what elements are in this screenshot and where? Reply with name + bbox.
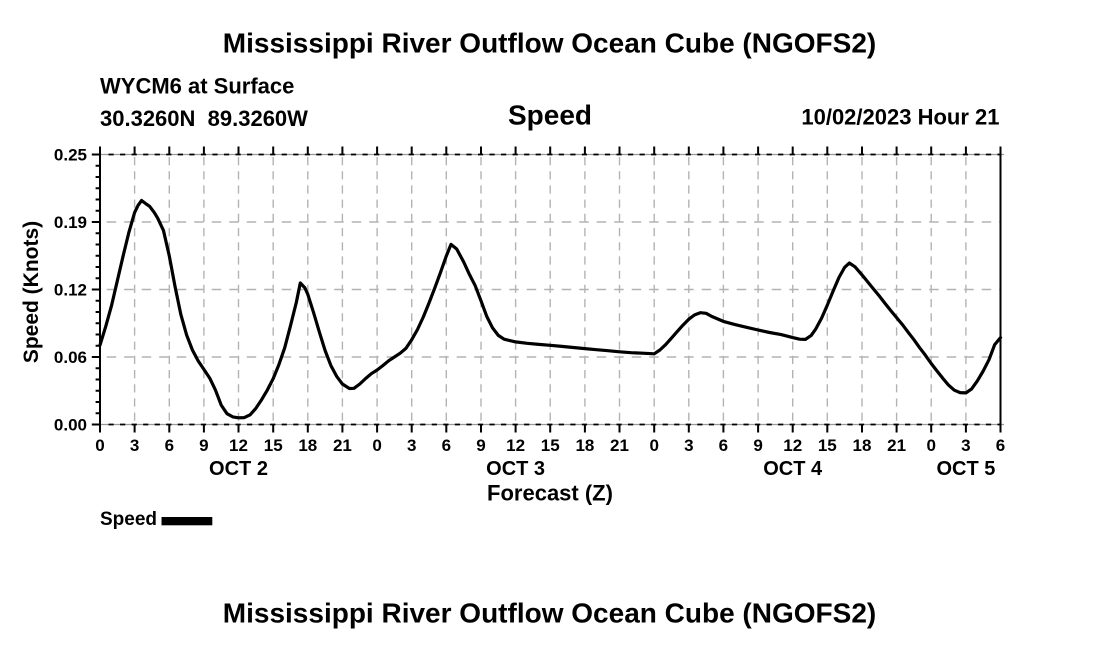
svg-text:6: 6 bbox=[996, 436, 1005, 455]
svg-text:12: 12 bbox=[783, 436, 802, 455]
svg-text:18: 18 bbox=[575, 436, 594, 455]
svg-text:18: 18 bbox=[298, 436, 317, 455]
svg-text:0.19: 0.19 bbox=[54, 213, 87, 232]
svg-text:15: 15 bbox=[541, 436, 560, 455]
svg-text:Mississippi River Outflow Ocea: Mississippi River Outflow Ocean Cube (NG… bbox=[223, 27, 876, 58]
svg-text:Mississippi River Outflow Ocea: Mississippi River Outflow Ocean Cube (NG… bbox=[223, 598, 876, 629]
svg-text:0: 0 bbox=[372, 436, 381, 455]
svg-text:21: 21 bbox=[610, 436, 629, 455]
svg-text:0.06: 0.06 bbox=[54, 348, 87, 367]
svg-text:18: 18 bbox=[853, 436, 872, 455]
svg-text:12: 12 bbox=[229, 436, 248, 455]
svg-text:WYCM6 at Surface: WYCM6 at Surface bbox=[100, 74, 294, 99]
svg-text:Speed: Speed bbox=[100, 509, 157, 530]
svg-text:6: 6 bbox=[719, 436, 728, 455]
svg-text:3: 3 bbox=[407, 436, 416, 455]
svg-text:15: 15 bbox=[818, 436, 837, 455]
svg-text:21: 21 bbox=[887, 436, 906, 455]
svg-text:OCT 3: OCT 3 bbox=[486, 458, 545, 480]
svg-text:9: 9 bbox=[753, 436, 762, 455]
svg-text:0: 0 bbox=[649, 436, 658, 455]
svg-text:6: 6 bbox=[442, 436, 451, 455]
svg-text:0.12: 0.12 bbox=[54, 281, 87, 300]
svg-text:Speed: Speed bbox=[508, 99, 592, 130]
svg-text:0.00: 0.00 bbox=[54, 416, 87, 435]
svg-text:10/02/2023 Hour 21: 10/02/2023 Hour 21 bbox=[801, 105, 999, 130]
svg-text:3: 3 bbox=[130, 436, 139, 455]
svg-text:21: 21 bbox=[333, 436, 352, 455]
svg-text:3: 3 bbox=[684, 436, 693, 455]
svg-text:OCT 5: OCT 5 bbox=[936, 458, 995, 480]
svg-text:9: 9 bbox=[199, 436, 208, 455]
svg-text:15: 15 bbox=[264, 436, 283, 455]
svg-text:3: 3 bbox=[961, 436, 970, 455]
svg-text:6: 6 bbox=[165, 436, 174, 455]
svg-text:0: 0 bbox=[926, 436, 935, 455]
svg-text:OCT 4: OCT 4 bbox=[763, 458, 823, 480]
svg-text:12: 12 bbox=[506, 436, 525, 455]
svg-text:9: 9 bbox=[476, 436, 485, 455]
svg-text:Speed (Knots): Speed (Knots) bbox=[20, 221, 43, 363]
svg-text:0: 0 bbox=[95, 436, 104, 455]
svg-text:30.3260N 89.3260W: 30.3260N 89.3260W bbox=[100, 106, 308, 131]
svg-text:OCT 2: OCT 2 bbox=[209, 458, 268, 480]
svg-text:Forecast (Z): Forecast (Z) bbox=[487, 480, 613, 505]
svg-text:0.25: 0.25 bbox=[54, 146, 87, 165]
